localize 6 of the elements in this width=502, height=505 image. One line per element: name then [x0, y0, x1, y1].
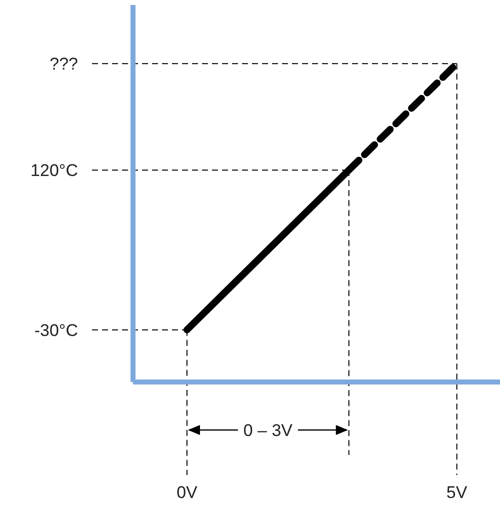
- x-tick-label: 5V: [446, 483, 468, 502]
- y-tick-label: -30°C: [34, 320, 78, 340]
- y-tick-label: 120°C: [30, 161, 78, 180]
- text: 0 – 3V: [243, 420, 294, 440]
- y-tick-label: ???: [50, 54, 78, 74]
- x-tick-label: 0V: [176, 483, 198, 502]
